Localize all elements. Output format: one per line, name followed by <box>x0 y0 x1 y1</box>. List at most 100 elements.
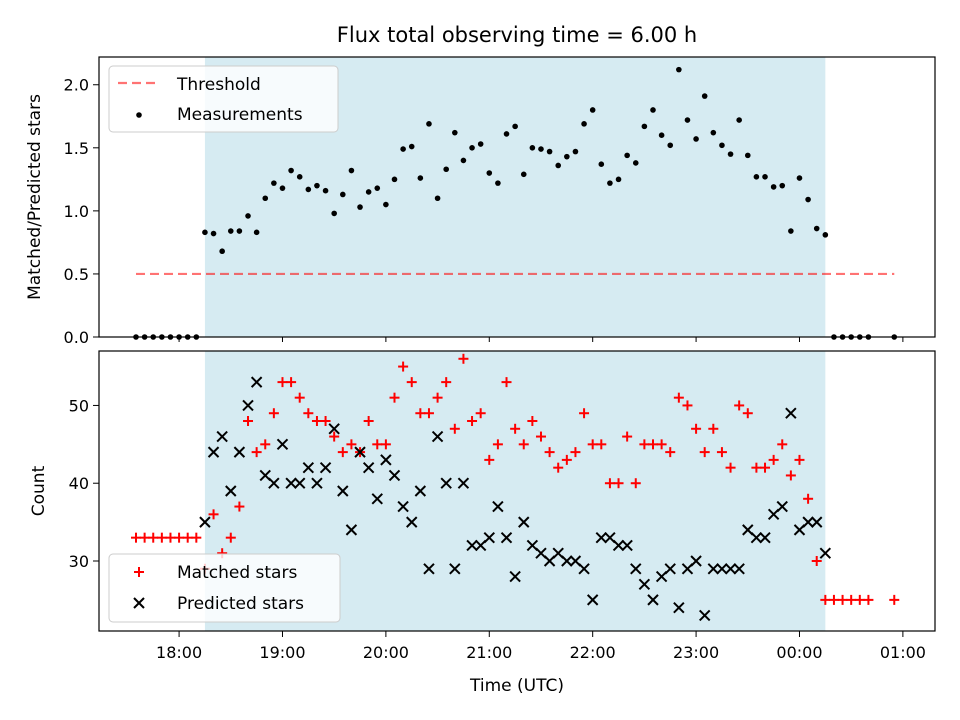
measurement-point <box>460 157 467 164</box>
matched-star-point <box>277 377 288 388</box>
predicted-star-point <box>406 516 418 528</box>
predicted-star-point <box>319 461 332 474</box>
measurement-point <box>253 229 260 236</box>
predicted-star-point <box>785 407 797 419</box>
measurement-point <box>632 160 639 166</box>
matched-star-point <box>294 392 305 403</box>
predicted-star-point <box>561 555 573 567</box>
predicted-star-point <box>586 594 599 606</box>
predicted-star-point <box>500 531 513 544</box>
predicted-star-point <box>225 485 237 497</box>
measurement-point <box>322 187 329 194</box>
predicted-star-point <box>802 516 814 528</box>
measurement-point <box>641 123 648 130</box>
predicted-star-point <box>466 539 478 552</box>
bottom-frame <box>98 350 936 632</box>
bottom-x-tick-label: 18:00 <box>156 643 202 662</box>
measurement-legend-label: Measurements <box>177 105 303 125</box>
matched-star-point <box>131 532 141 543</box>
matched-star-point <box>423 408 434 419</box>
predicted-star-point <box>268 477 280 489</box>
matched-star-point <box>691 423 702 434</box>
matched-star-point <box>846 594 857 605</box>
matched-star-point <box>148 532 159 543</box>
predicted-star-point <box>388 469 401 482</box>
matched-star-point <box>398 361 409 372</box>
measurement-point <box>667 142 674 149</box>
matched-star-point <box>260 439 271 450</box>
matched-star-point <box>501 377 512 388</box>
matched-star-point <box>467 416 478 426</box>
matched-star-point <box>828 594 839 605</box>
matched-star-point <box>415 408 426 419</box>
measurement-point <box>770 184 777 190</box>
matched-star-point <box>561 454 572 465</box>
matched-star-point <box>648 439 658 450</box>
top-legend: Threshold Measurements <box>108 65 339 133</box>
matched-star-point <box>760 462 771 473</box>
measurement-point <box>736 117 742 123</box>
bottom-x-tick-label: 23:00 <box>673 643 719 662</box>
top-y-tick-label: 1.0 <box>64 202 89 221</box>
matched-legend-swatch <box>134 567 144 577</box>
predicted-star-point <box>294 477 306 489</box>
matched-star-point <box>492 439 503 450</box>
predicted-star-point <box>750 531 763 544</box>
measurement-point <box>469 145 475 151</box>
predicted-star-point <box>638 578 651 591</box>
measurement-point <box>624 152 630 159</box>
bottom-y-tick-label: 40 <box>69 474 89 493</box>
measurement-point <box>340 191 346 198</box>
measurement-point <box>305 186 312 193</box>
matched-star-point <box>458 353 469 364</box>
predicted-star-point <box>647 594 659 606</box>
matched-star-point <box>604 478 615 489</box>
measurement-point <box>408 143 415 150</box>
predicted-star-point <box>431 430 444 443</box>
predicted-star-point <box>199 516 211 528</box>
bottom-y-axis-label: Count <box>29 465 49 516</box>
measurement-point <box>296 174 303 180</box>
measurement-point <box>581 121 587 127</box>
measurement-point <box>202 229 208 236</box>
matched-star-point <box>156 532 167 543</box>
measurement-point <box>607 180 613 186</box>
measurement-point <box>744 152 751 159</box>
top-y-axis-label: Matched/Predicted stars <box>25 94 45 300</box>
predicted-star-point <box>354 446 366 458</box>
matched-star-point <box>234 501 245 512</box>
measurement-point <box>701 93 708 99</box>
matched-star-point <box>622 431 633 442</box>
measurement-point <box>546 148 553 155</box>
measurement-point <box>279 185 286 191</box>
predicted-star-point <box>664 563 676 575</box>
matched-star-point <box>484 454 495 465</box>
predicted-star-point <box>371 493 383 505</box>
matched-star-point <box>320 416 331 426</box>
matched-star-point <box>449 423 460 434</box>
matched-star-point <box>785 470 796 481</box>
top-legend-frame <box>108 65 339 133</box>
measurement-point <box>788 228 794 234</box>
measurement-point <box>589 107 596 113</box>
chart-title: Flux total observing time = 6.00 h <box>337 23 697 47</box>
measurement-point <box>779 182 786 189</box>
matched-star-point <box>475 408 486 419</box>
predicted-star-point <box>698 609 711 622</box>
bottom-x-tick-label: 20:00 <box>363 643 409 662</box>
measurement-point <box>374 185 381 191</box>
matched-star-point <box>596 439 607 450</box>
measurement-point <box>219 248 225 255</box>
matched-star-point <box>174 532 185 543</box>
matched-star-point <box>889 594 900 605</box>
measurement-legend-swatch <box>136 112 142 118</box>
predicted-star-point <box>440 477 452 489</box>
measurement-point <box>236 228 243 234</box>
predicted-star-point <box>285 477 297 489</box>
predicted-star-point <box>337 485 349 497</box>
matched-star-point <box>535 431 546 442</box>
matched-star-point <box>803 493 814 504</box>
measurement-point <box>210 230 217 237</box>
x-axis-label: Time (UTC) <box>469 676 564 696</box>
measurement-point <box>762 174 768 180</box>
